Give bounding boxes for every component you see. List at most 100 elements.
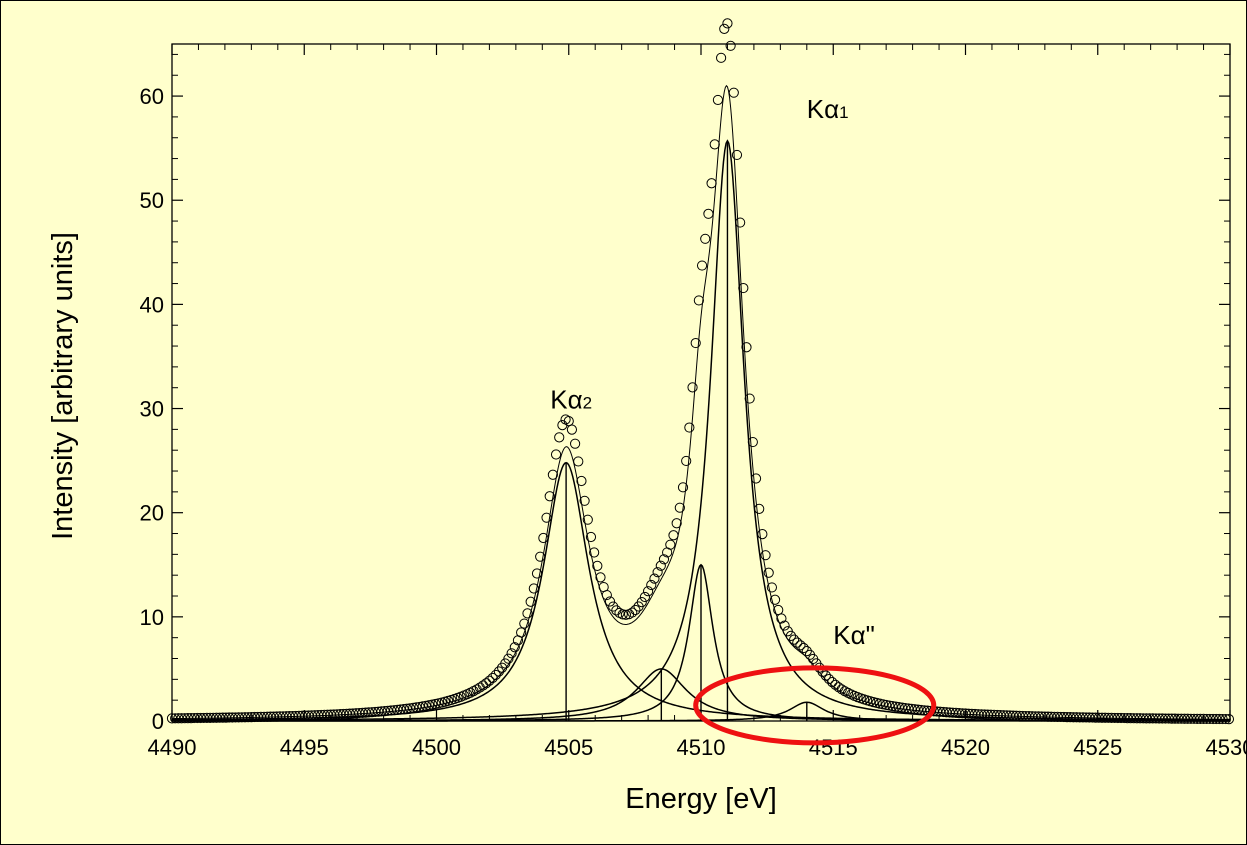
- data-point: [579, 495, 590, 506]
- data-point: [1217, 713, 1228, 725]
- y-tick-label: 40: [140, 292, 164, 317]
- data-point: [731, 149, 743, 161]
- data-point: [601, 589, 612, 601]
- data-point: [468, 686, 479, 697]
- data-point: [779, 620, 790, 631]
- data-point: [487, 672, 498, 684]
- data-point: [681, 455, 692, 467]
- data-point: [503, 653, 514, 664]
- x-tick-label: 4495: [280, 735, 329, 760]
- data-point: [1223, 713, 1235, 725]
- data-point: [627, 607, 638, 618]
- data-point: [531, 568, 543, 579]
- data-point: [652, 567, 663, 578]
- data-point: [643, 586, 654, 597]
- x-tick-label: 4500: [412, 735, 461, 760]
- data-point: [738, 282, 749, 294]
- data-point: [668, 530, 679, 541]
- data-point: [839, 686, 850, 697]
- data-point: [795, 640, 806, 651]
- data-point: [408, 702, 419, 713]
- data-point: [709, 139, 720, 150]
- x-tick-label: 4490: [148, 735, 197, 760]
- data-point: [544, 491, 555, 502]
- data-point: [420, 700, 432, 711]
- x-tick-label: 4505: [544, 735, 593, 760]
- peak-label: Kα2: [550, 385, 592, 415]
- data-point: [725, 40, 736, 51]
- data-point: [592, 560, 603, 572]
- data-point: [576, 475, 587, 487]
- data-point: [674, 502, 685, 513]
- data-point: [617, 609, 628, 620]
- data-point: [589, 547, 600, 558]
- data-point: [677, 482, 689, 493]
- data-point: [712, 94, 724, 106]
- data-point: [506, 648, 517, 659]
- data-point: [890, 701, 901, 712]
- data-point: [411, 702, 422, 713]
- data-point: [604, 596, 616, 607]
- data-point: [722, 18, 733, 29]
- y-tick-label: 20: [140, 501, 164, 526]
- y-tick-label: 60: [140, 84, 164, 109]
- data-point: [493, 666, 505, 677]
- data-point: [481, 678, 492, 689]
- data-point: [687, 382, 698, 393]
- data-point: [728, 87, 739, 98]
- data-point: [509, 642, 520, 653]
- data-point: [881, 699, 892, 711]
- y-tick-labels: 0 10 20 30 40 50 60: [140, 84, 164, 734]
- data-point: [490, 669, 501, 681]
- data-point: [789, 634, 800, 645]
- data-point: [550, 449, 562, 460]
- data-point: [519, 618, 530, 629]
- data-point: [582, 514, 593, 525]
- y-tick-label: 0: [152, 709, 164, 734]
- data-point: [820, 670, 831, 681]
- y-tick-label: 10: [140, 605, 164, 630]
- data-point: [585, 531, 597, 543]
- data-point: [827, 677, 838, 688]
- y-tick-label: 50: [140, 188, 164, 213]
- data-point: [538, 532, 549, 544]
- data-point: [769, 594, 781, 605]
- data-point: [700, 233, 711, 244]
- data-point: [716, 52, 727, 63]
- y-axis-title: Intensity [arbitrary units]: [47, 232, 79, 540]
- data-point: [570, 438, 581, 449]
- data-point: [798, 642, 809, 654]
- data-point: [766, 582, 777, 593]
- peak-label: Kα1: [807, 94, 849, 124]
- data-point: [484, 675, 495, 686]
- data-point: [703, 208, 714, 219]
- data-point: [763, 567, 774, 578]
- data-point: [893, 702, 904, 713]
- data-point: [696, 260, 708, 271]
- x-tick-label: 4520: [941, 735, 990, 760]
- data-point: [649, 573, 660, 584]
- data-point: [636, 597, 647, 608]
- data-point: [646, 579, 657, 591]
- data-point: [706, 178, 717, 189]
- data-point: [528, 583, 539, 594]
- data-point: [525, 596, 536, 607]
- data-point: [417, 701, 428, 712]
- x-tick-label: 4525: [1073, 735, 1122, 760]
- data-point: [776, 613, 787, 624]
- data-point: [823, 673, 835, 685]
- data-point: [439, 696, 451, 707]
- data-point: [414, 701, 425, 713]
- data-point: [573, 456, 584, 467]
- data-point: [655, 560, 666, 571]
- data-point: [554, 432, 565, 443]
- data-point: [547, 469, 558, 480]
- data-point: [404, 703, 416, 714]
- data-point: [741, 342, 752, 353]
- data-point: [658, 554, 670, 565]
- data-point: [522, 608, 533, 619]
- data-point: [887, 701, 898, 712]
